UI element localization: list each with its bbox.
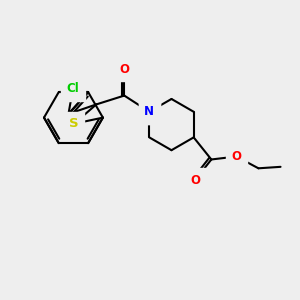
Text: O: O (119, 63, 129, 76)
Text: O: O (231, 150, 242, 163)
Text: N: N (144, 105, 154, 118)
Text: S: S (69, 117, 79, 130)
Text: Cl: Cl (67, 82, 79, 95)
Text: O: O (190, 174, 200, 187)
Text: N: N (144, 105, 154, 118)
